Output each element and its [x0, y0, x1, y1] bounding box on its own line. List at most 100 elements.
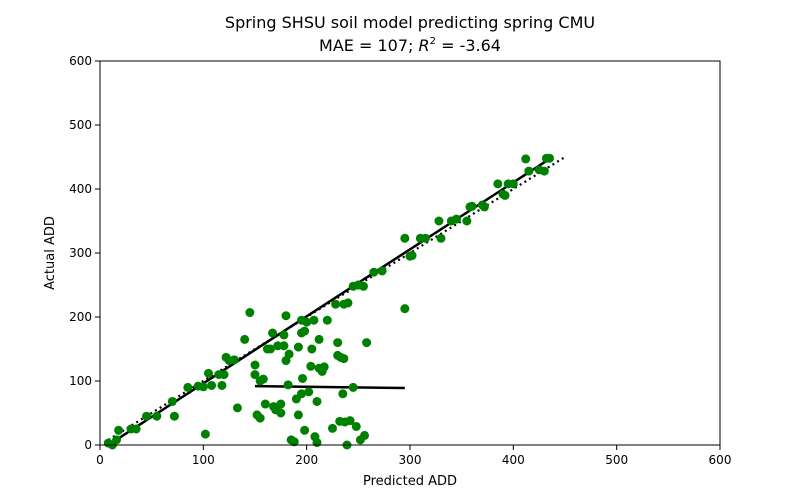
data-point — [377, 266, 387, 276]
data-point — [434, 216, 444, 226]
data-point — [200, 429, 210, 439]
mae-text: MAE = 107; — [319, 36, 418, 55]
data-point — [167, 396, 177, 406]
data-point — [232, 403, 242, 413]
data-point — [545, 153, 554, 163]
y-tick-label: 0 — [84, 438, 92, 452]
data-point — [169, 411, 179, 421]
reference-line-dotted — [107, 156, 566, 441]
chart-title-line2: MAE = 107; R2 = -3.64 — [319, 36, 501, 55]
data-point — [198, 382, 208, 392]
data-point — [297, 389, 306, 399]
data-point — [245, 308, 255, 318]
data-point — [240, 334, 250, 344]
data-point — [152, 411, 162, 421]
data-point — [279, 341, 289, 351]
data-point — [348, 382, 358, 392]
data-point — [524, 166, 534, 176]
data-point — [400, 304, 410, 314]
data-point — [293, 342, 303, 352]
data-point — [539, 166, 549, 176]
data-point — [131, 424, 141, 434]
x-axis-ticks: 0 100 200 300 400 500 600 — [96, 445, 731, 467]
data-point — [142, 411, 151, 421]
data-point — [312, 396, 322, 406]
y-tick-label: 400 — [69, 182, 92, 196]
regression-line-3 — [254, 384, 405, 390]
data-point — [407, 251, 417, 261]
data-point — [219, 370, 229, 380]
data-point — [359, 281, 368, 291]
x-tick-label: 0 — [96, 453, 104, 467]
data-point — [273, 341, 283, 351]
data-point — [360, 430, 370, 440]
data-point — [319, 362, 329, 372]
data-point — [312, 437, 322, 447]
data-point — [298, 373, 308, 383]
data-point — [333, 338, 343, 348]
x-tick-label: 200 — [295, 453, 318, 467]
data-point — [300, 425, 310, 435]
data-point — [351, 421, 361, 431]
data-point — [302, 317, 312, 327]
y-axis-ticks: 0 100 200 300 400 500 600 — [69, 54, 100, 452]
data-point — [112, 435, 122, 445]
data-point — [260, 399, 270, 409]
data-point — [207, 380, 217, 390]
data-point — [281, 311, 291, 321]
data-point — [284, 349, 294, 359]
x-tick-label: 500 — [605, 453, 628, 467]
data-point — [508, 179, 518, 189]
data-point — [314, 334, 324, 344]
data-point — [229, 355, 239, 365]
y-axis-label: Actual ADD — [43, 216, 58, 290]
data-point — [300, 326, 310, 336]
data-point — [268, 328, 278, 338]
data-point — [293, 410, 303, 420]
data-point — [400, 233, 410, 243]
y-tick-label: 600 — [69, 54, 92, 68]
data-point — [250, 370, 260, 380]
chart-title-line1: Spring SHSU soil model predicting spring… — [225, 13, 595, 32]
data-point — [467, 201, 477, 211]
data-point — [362, 338, 372, 348]
data-point — [493, 179, 503, 189]
data-point — [250, 360, 260, 370]
r2-exponent: 2 — [430, 36, 436, 47]
data-point — [309, 315, 319, 325]
data-point — [500, 190, 510, 200]
y-tick-label: 300 — [69, 246, 92, 260]
r2-value: = -3.64 — [436, 36, 501, 55]
data-point — [343, 298, 353, 308]
y-tick-label: 200 — [69, 310, 92, 324]
data-point — [436, 233, 446, 243]
data-point — [114, 425, 124, 435]
data-point — [183, 382, 193, 392]
data-point — [338, 389, 348, 399]
y-tick-label: 500 — [69, 118, 92, 132]
x-tick-label: 600 — [709, 453, 732, 467]
data-point — [345, 416, 355, 426]
x-axis-label: Predicted ADD — [363, 474, 457, 489]
data-point — [369, 267, 379, 277]
data-point — [276, 408, 286, 418]
x-tick-label: 300 — [399, 453, 422, 467]
data-point — [322, 315, 332, 325]
data-point — [328, 423, 337, 433]
data-point — [258, 374, 268, 384]
data-point — [304, 387, 314, 397]
data-point — [283, 380, 293, 390]
data-point — [307, 344, 317, 354]
x-tick-label: 100 — [192, 453, 215, 467]
data-point — [289, 437, 299, 447]
data-points — [103, 153, 554, 450]
data-point — [339, 354, 349, 364]
data-point — [479, 202, 489, 212]
data-point — [266, 344, 275, 354]
data-point — [452, 214, 461, 224]
data-point — [276, 399, 286, 409]
data-point — [279, 330, 289, 340]
data-point — [421, 233, 430, 243]
data-point — [462, 216, 472, 226]
